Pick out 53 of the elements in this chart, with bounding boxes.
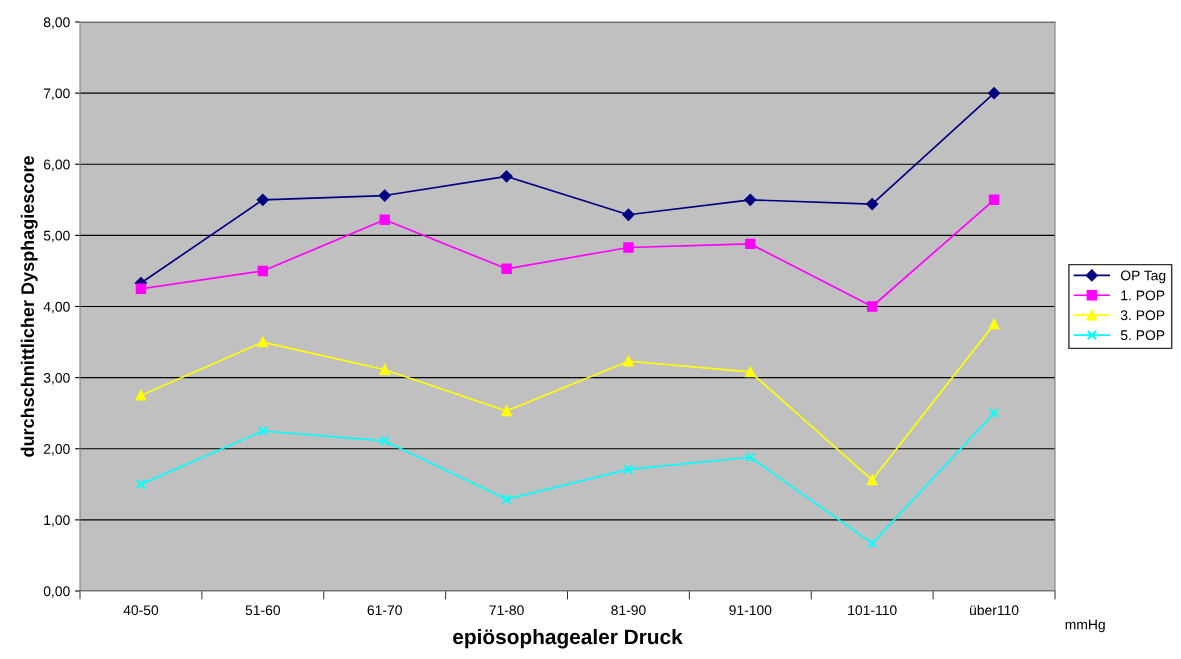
y-tick-label: 4,00 [43,301,70,314]
point [135,479,147,490]
point [745,366,756,378]
y-tick-label: 7,00 [43,88,70,100]
point [378,189,391,202]
point [501,494,512,505]
x-tick-label: über110 [970,604,1019,616]
point [623,242,634,253]
y-tick-label: 0,00 [43,586,70,598]
legend-label: 5. POP [1120,330,1165,341]
x-tick-label: 71-80 [489,605,524,616]
x-tick-label: 81-90 [611,605,646,616]
point [257,425,269,437]
point [988,87,1001,100]
point [379,364,390,376]
point [744,193,757,206]
x-tick-label: 51-60 [245,605,281,616]
y-tick-label: 3,00 [43,372,70,385]
x-axis-title: epiösophagealer Druck [453,628,683,649]
point [257,336,269,348]
point [135,390,147,401]
point [622,208,635,221]
y-axis-title: durchschnittlicher Dysphagiescore [20,156,38,457]
x-tick-label: 101-110 [848,605,897,616]
point [866,198,879,211]
x-tick-label: 61-70 [367,605,402,616]
point [501,405,512,417]
x-tick-label: 91-100 [729,605,772,616]
point [501,263,512,275]
point [988,194,1000,206]
legend-label: OP Tag [1120,270,1166,284]
point [257,265,269,277]
legend-label: 3. POP [1120,310,1165,321]
point [866,301,878,312]
point [135,283,147,294]
y-tick-label: 8,00 [43,17,70,29]
y-tick-label: 5,00 [43,230,70,243]
y-tick-label: 2,00 [43,444,70,456]
point [256,193,269,206]
y-tick-label: 6,00 [43,159,70,172]
point [500,170,513,183]
point [379,435,390,447]
point [866,538,878,549]
y-tick-label: 1,00 [44,515,70,527]
point [988,407,1000,419]
point [379,214,390,225]
point [866,474,878,486]
x-tick-label: 40-50 [123,605,159,616]
point [745,452,756,463]
point [745,238,756,250]
legend-label: 1. POP [1121,290,1165,301]
text: mmHg [1065,619,1105,633]
point [623,464,634,475]
